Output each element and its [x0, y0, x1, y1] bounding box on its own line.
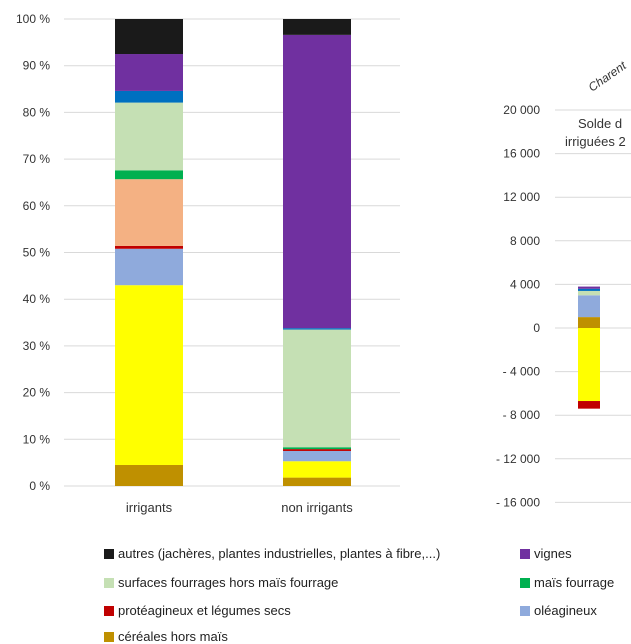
y-tick-label: 0 % [29, 479, 50, 493]
y-tick-label: 4 000 [510, 277, 540, 291]
y-tick-label: 30 % [23, 339, 51, 353]
bar-segment-vignes [115, 54, 183, 91]
y-tick-label: 70 % [23, 152, 51, 166]
bar-segment-ble [578, 328, 600, 402]
bar-segment-cereales_mais [115, 179, 183, 246]
y-tick-label: 20 000 [503, 103, 540, 117]
bar-segment-cereales_hors_mais [578, 317, 600, 328]
bar-segment-cereales_hors_mais [283, 477, 351, 486]
y-tick-label: 16 000 [503, 147, 540, 161]
bar-segment-proteagineux [578, 401, 600, 409]
bar-segment-cereales_hors_mais [115, 464, 183, 486]
bar-segment-proteagineux [283, 449, 351, 451]
y-tick-label: - 12 000 [496, 452, 540, 466]
bar-segment-mais_fourrage [115, 170, 183, 180]
bar-segment-autres [115, 19, 183, 55]
y-tick-label: 80 % [23, 105, 51, 119]
y-tick-label: 12 000 [503, 190, 540, 204]
chart2-title: Charent [586, 58, 630, 94]
y-tick-label: 0 [533, 321, 540, 335]
bar-segment-ble [115, 285, 183, 465]
chart2-subtitle-line1: Solde d [578, 116, 622, 131]
x-tick-label: irrigants [126, 500, 173, 515]
bar-segment-surfaces_fourrages [578, 290, 600, 296]
y-tick-label: 100 % [16, 12, 50, 26]
bar-segment-oleagineux [578, 295, 600, 318]
bar-segment-surfaces_fourrages [115, 102, 183, 171]
y-tick-label: 90 % [23, 59, 51, 73]
bar-segment-bleu [115, 90, 183, 103]
y-tick-label: 50 % [23, 246, 51, 260]
bar-segment-vignes [283, 34, 351, 329]
bar-segment-oleagineux [115, 248, 183, 286]
y-tick-label: - 8 000 [503, 408, 541, 422]
x-tick-label: non irrigants [281, 500, 353, 515]
y-tick-label: 40 % [23, 292, 51, 306]
y-tick-label: 8 000 [510, 234, 540, 248]
bar-segment-mais_fourrage [283, 447, 351, 450]
y-tick-label: - 4 000 [503, 365, 541, 379]
bar-segment-oleagineux [283, 450, 351, 462]
bar-segment-bleu [578, 288, 600, 291]
bar-segment-vignes [578, 286, 600, 289]
bar-segment-ble [283, 461, 351, 478]
y-tick-label: - 16 000 [496, 495, 540, 509]
chart-right: - 16 000 - 12 000 - 8 000 - 4 000 0 4 000 8 00… [496, 58, 631, 509]
bar-segment-autres [283, 19, 351, 35]
bar-segment-surfaces_fourrages [283, 329, 351, 448]
y-tick-label: 10 % [23, 432, 51, 446]
bar-segment-proteagineux [115, 245, 183, 249]
chart-left: 0 % 10 % 20 % 30 % 40 % 50 % 60 % 70 % 80 % 90 % 1… [16, 12, 400, 515]
y-tick-label: 60 % [23, 199, 51, 213]
chart2-subtitle-line2: irriguées 2 [565, 134, 626, 149]
y-tick-label: 20 % [23, 386, 51, 400]
bar-segment-bleu [283, 328, 351, 330]
